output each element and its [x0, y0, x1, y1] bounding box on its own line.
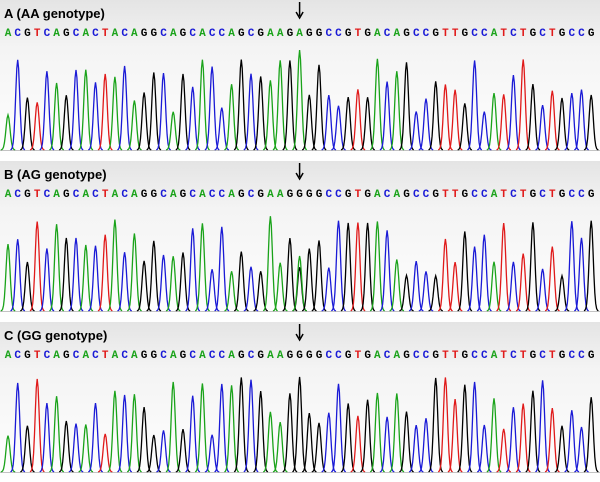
peak — [583, 220, 599, 312]
peak — [10, 382, 26, 473]
peak — [525, 222, 541, 312]
peak — [165, 381, 181, 473]
trace — [0, 49, 599, 151]
panel: C (GG genotype) A C G T C A G C A C T A C A G G C A G C A C C A G… — [0, 322, 600, 481]
peak — [194, 223, 210, 312]
peak — [467, 381, 483, 473]
panel: B (AG genotype) A C G T C A G C A C T A C A G G C A G C A C C A G… — [0, 161, 600, 320]
panel-title: B (AG genotype) — [4, 167, 107, 182]
arrow-head — [295, 11, 304, 20]
peak — [155, 73, 172, 151]
trace — [0, 216, 599, 312]
panel: A (AA genotype) A C G T C A G C A C T A C A G G C A G C A C C A G… — [0, 0, 600, 159]
panel-title: A (AA genotype) — [4, 6, 105, 21]
peak — [194, 383, 210, 473]
peak — [262, 216, 278, 312]
panel-background — [0, 322, 600, 481]
peak — [583, 94, 599, 151]
panel-title: C (GG genotype) — [4, 328, 107, 343]
peak — [214, 226, 230, 312]
peak — [204, 66, 220, 151]
peak — [583, 397, 599, 473]
arrow-head — [295, 172, 304, 181]
peak — [398, 62, 415, 151]
arrow-head — [295, 333, 304, 342]
peak — [117, 65, 133, 151]
trace — [0, 376, 599, 473]
peak — [467, 60, 483, 151]
